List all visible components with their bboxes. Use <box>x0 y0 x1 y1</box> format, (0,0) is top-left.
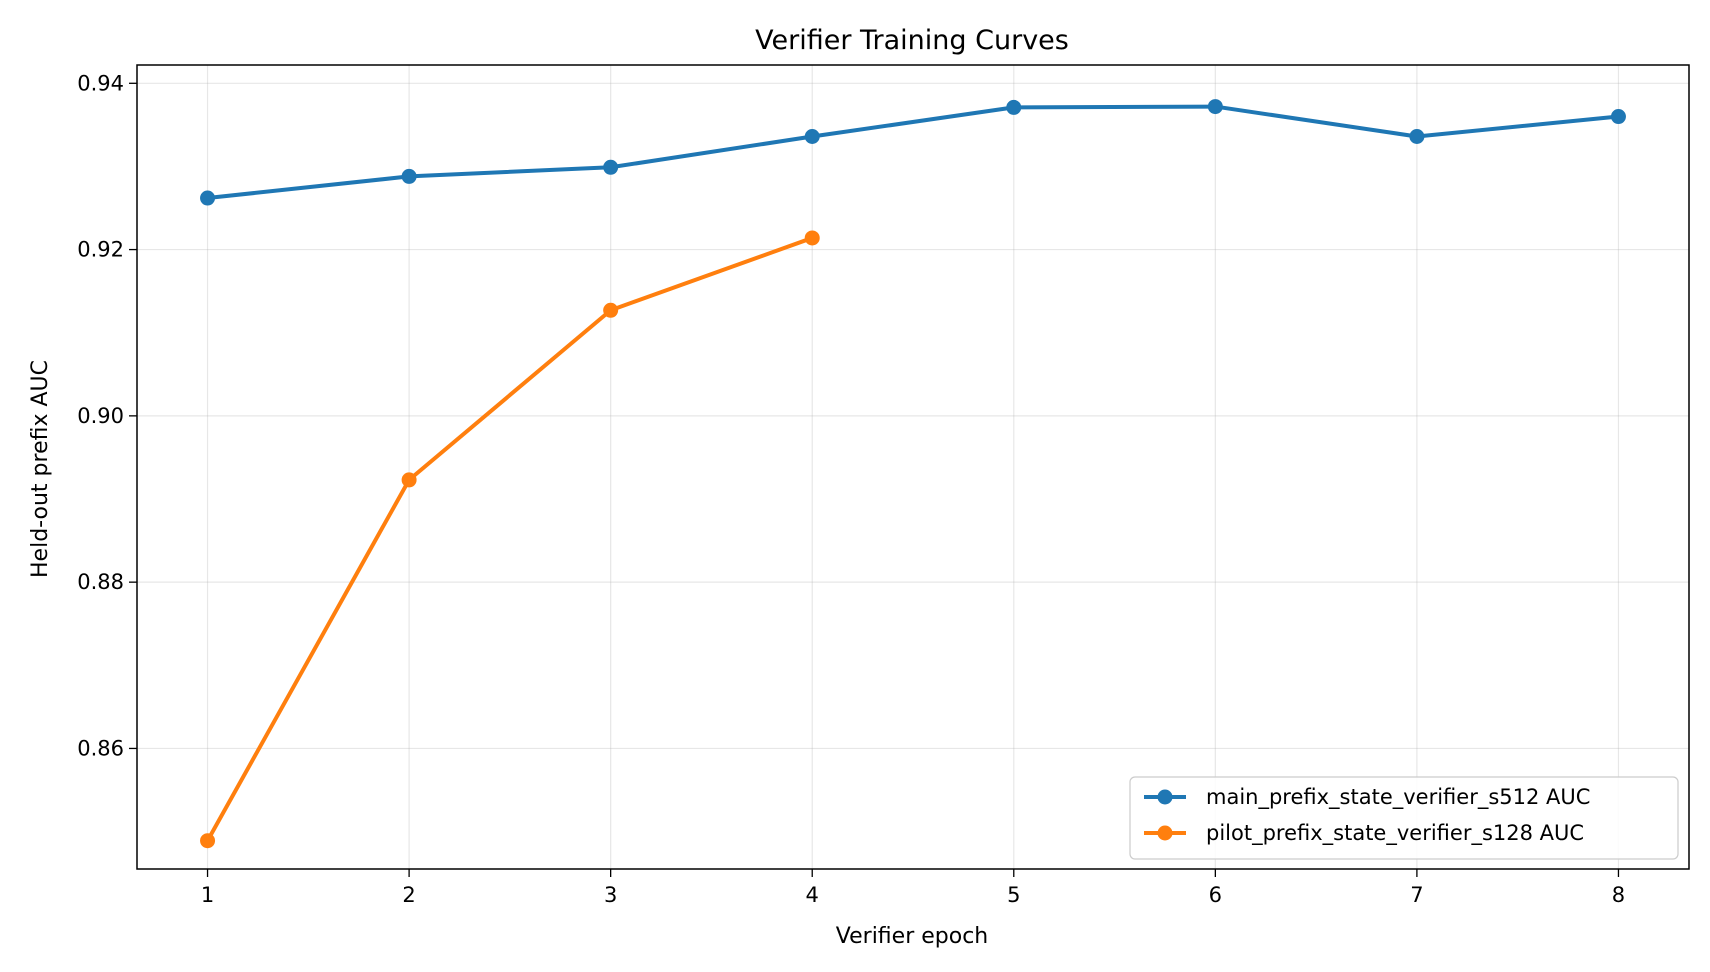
series-layer <box>200 99 1626 849</box>
x-tick-label: 3 <box>604 883 617 907</box>
x-tick-label: 5 <box>1007 883 1020 907</box>
x-axis-label: Verifier epoch <box>836 924 988 949</box>
series-2 <box>200 230 820 849</box>
y-tick-label: 0.94 <box>77 71 124 95</box>
series-1 <box>200 99 1626 206</box>
x-tick-label: 6 <box>1209 883 1222 907</box>
x-tick-label: 4 <box>806 883 819 907</box>
series-line <box>205 104 1621 201</box>
data-point <box>603 302 619 318</box>
data-point <box>804 230 820 246</box>
legend-box <box>1129 776 1679 860</box>
y-tick-label: 0.92 <box>77 238 124 262</box>
legend-swatch-marker <box>1157 789 1173 805</box>
data-point <box>1610 109 1626 125</box>
chart-title: Verifier Training Curves <box>755 25 1069 56</box>
y-tick-label: 0.88 <box>77 570 124 594</box>
data-point <box>200 190 216 206</box>
legend-label: pilot_prefix_state_verifier_s128 AUC <box>1206 821 1584 846</box>
series-line <box>205 235 815 843</box>
data-point <box>401 168 417 184</box>
plot-frame <box>136 64 1690 870</box>
x-tick-label: 1 <box>201 883 214 907</box>
legend-label: main_prefix_state_verifier_s512 AUC <box>1206 785 1590 810</box>
legend: main_prefix_state_verifier_s512 AUC pilot… <box>1129 776 1679 860</box>
y-tick-label: 0.86 <box>77 736 124 760</box>
ticks: 1 2 3 4 5 6 7 8 0.86 0.88 0.90 0.92 0.94 <box>77 71 1625 907</box>
data-point <box>200 833 216 849</box>
x-tick-label: 2 <box>402 883 415 907</box>
data-point <box>1006 99 1022 115</box>
x-tick-label: 8 <box>1612 883 1625 907</box>
data-point <box>1409 129 1425 145</box>
data-point <box>1207 99 1223 115</box>
data-point <box>603 159 619 175</box>
data-point <box>804 129 820 145</box>
legend-swatch-marker <box>1157 825 1173 841</box>
y-axis-label: Held-out prefix AUC <box>28 360 53 578</box>
data-point <box>401 472 417 488</box>
grid <box>137 65 1689 869</box>
x-tick-label: 7 <box>1410 883 1423 907</box>
y-tick-label: 0.90 <box>77 404 124 428</box>
